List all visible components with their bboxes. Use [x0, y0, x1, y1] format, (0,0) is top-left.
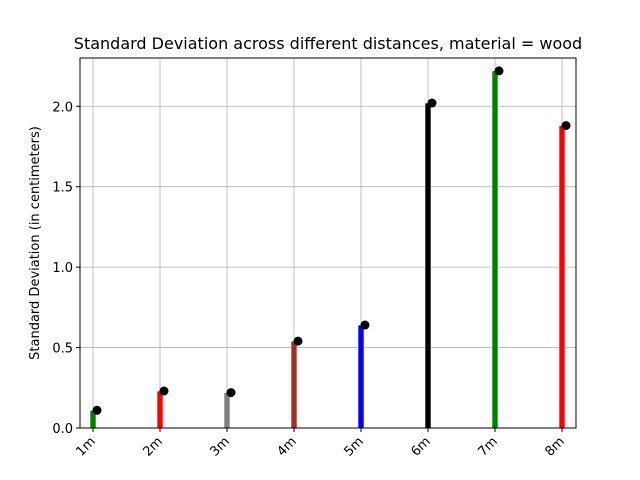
- y-tick-label: 2.0: [52, 100, 73, 115]
- bar: [357, 324, 365, 429]
- y-tick-label: 1.5: [52, 181, 73, 196]
- data-marker: [159, 386, 169, 396]
- y-axis: 0.0 0.5 1.0 1.5 2.0: [52, 100, 80, 437]
- bar: [558, 125, 566, 429]
- bar: [491, 70, 499, 429]
- data-marker: [427, 98, 437, 108]
- y-axis-label: Standard Deviation (in centimeters): [28, 126, 43, 360]
- y-tick-label: 0.0: [52, 422, 73, 437]
- y-tick-label: 0.5: [52, 342, 73, 357]
- chart-title: Standard Deviation across different dist…: [74, 34, 582, 53]
- bar: [290, 340, 298, 429]
- grid: [80, 58, 576, 429]
- x-tick-label: 1m: [73, 434, 98, 459]
- x-tick-label: 6m: [408, 434, 433, 459]
- x-tick-label: 7m: [475, 434, 500, 459]
- data-marker: [293, 336, 303, 346]
- x-tick-label: 5m: [341, 434, 366, 459]
- plot-frame: [79, 57, 577, 429]
- data-marker: [360, 320, 370, 330]
- data-marker: [226, 388, 236, 398]
- y-tick-label: 1.0: [52, 261, 73, 276]
- bar: [156, 390, 164, 429]
- data-marker: [494, 66, 504, 76]
- data-marker: [92, 405, 102, 415]
- x-tick-label: 2m: [140, 434, 165, 459]
- x-tick-label: 8m: [542, 434, 567, 459]
- x-tick-label: 4m: [274, 434, 299, 459]
- x-axis: 1m 2m 3m 4m 5m 6m 7m 8m: [73, 428, 568, 460]
- data-marker: [561, 121, 571, 131]
- bar: [223, 392, 231, 429]
- bar: [424, 102, 432, 429]
- markers: [92, 66, 571, 415]
- x-tick-label: 3m: [207, 434, 232, 459]
- bars: [89, 70, 566, 429]
